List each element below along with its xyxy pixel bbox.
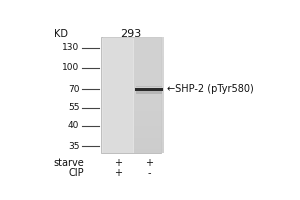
- Text: 130: 130: [62, 43, 79, 52]
- Bar: [134, 37, 164, 41]
- Text: 35: 35: [68, 142, 79, 151]
- Bar: [134, 107, 164, 111]
- Bar: [134, 87, 164, 91]
- Text: 40: 40: [68, 121, 79, 130]
- Bar: [134, 95, 164, 99]
- Bar: [134, 99, 164, 103]
- Bar: [134, 118, 164, 122]
- Bar: [134, 80, 164, 84]
- Bar: [101, 37, 161, 153]
- Bar: [134, 91, 164, 95]
- Bar: [134, 60, 164, 64]
- Bar: [134, 122, 164, 126]
- Bar: [134, 72, 164, 76]
- Text: 293: 293: [120, 29, 141, 39]
- Bar: [134, 103, 164, 107]
- Text: 70: 70: [68, 85, 79, 94]
- Bar: [134, 68, 164, 72]
- Bar: [134, 53, 164, 56]
- Bar: [103, 37, 133, 153]
- Text: CIP: CIP: [68, 168, 84, 178]
- Bar: [134, 111, 164, 115]
- Bar: [135, 88, 163, 91]
- Text: +: +: [114, 168, 122, 178]
- Bar: [134, 37, 164, 153]
- Text: +: +: [114, 158, 122, 168]
- Bar: [134, 149, 164, 153]
- Bar: [134, 76, 164, 80]
- Text: ←SHP-2 (pTyr580): ←SHP-2 (pTyr580): [167, 84, 253, 94]
- Bar: [134, 126, 164, 130]
- Bar: [134, 130, 164, 134]
- Text: KD: KD: [54, 29, 68, 39]
- Text: -: -: [147, 168, 151, 178]
- Bar: [134, 49, 164, 53]
- Bar: [134, 134, 164, 138]
- Bar: [134, 115, 164, 118]
- Text: 100: 100: [62, 63, 79, 72]
- Bar: [134, 41, 164, 45]
- Bar: [134, 64, 164, 68]
- Bar: [134, 138, 164, 142]
- Bar: [136, 86, 162, 87]
- Text: 55: 55: [68, 103, 79, 112]
- Text: +: +: [145, 158, 153, 168]
- Bar: [134, 84, 164, 87]
- Bar: [134, 56, 164, 60]
- Bar: [134, 142, 164, 146]
- Bar: [136, 91, 162, 94]
- Bar: [134, 146, 164, 149]
- Text: starve: starve: [53, 158, 84, 168]
- Bar: [134, 45, 164, 49]
